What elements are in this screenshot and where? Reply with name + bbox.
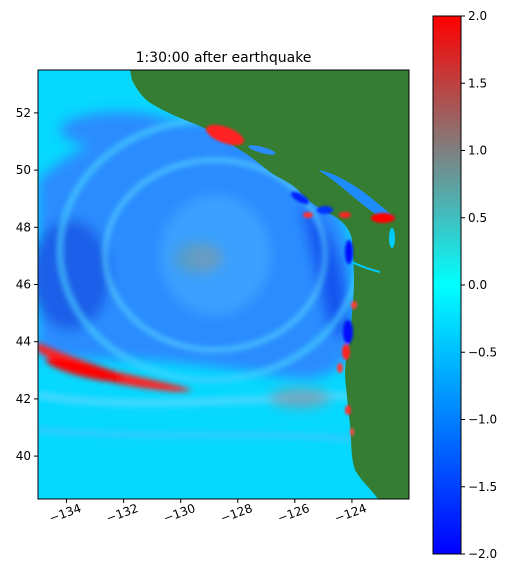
y-tick-label: 52: [16, 106, 31, 120]
y-tick-label: 48: [16, 220, 31, 234]
y-axis: 40 42 44 46 48 50 52: [16, 106, 38, 463]
y-tick-label: 44: [16, 335, 31, 349]
coastal-trough-1: [291, 191, 309, 205]
y-tick-label: 40: [16, 449, 31, 463]
wave-reflection-north: [60, 112, 180, 148]
x-tick-label: −134: [47, 501, 83, 525]
coastal-crest-3: [342, 344, 350, 360]
wave-crest-southwest-core: [46, 358, 124, 382]
wave-ring-2: [103, 158, 327, 352]
colorbar-tick-label: 1.5: [468, 76, 487, 90]
columbia-water: [351, 261, 381, 273]
wave-band-south-2: [38, 427, 361, 443]
y-tick-label: 42: [16, 392, 31, 406]
coastal-crest-4: [337, 363, 343, 373]
y-tick-label: 50: [16, 163, 31, 177]
x-tick-label: −126: [276, 501, 312, 525]
coastal-crest-haida: [206, 124, 244, 146]
colorbar-tick-label: −2.0: [468, 547, 497, 561]
colorbar: [432, 15, 462, 555]
x-tick-label: −130: [161, 501, 197, 525]
colorbar-tick-label: 0.0: [468, 278, 487, 292]
coastal-crest-strait: [371, 213, 395, 223]
puget-water: [389, 228, 395, 248]
colorbar-axis: −2.0 −1.5 −1.0 −0.5 0.0 0.5 1.0 1.5 2.0: [461, 9, 497, 561]
x-tick-label: −132: [104, 501, 140, 525]
coastal-trough-4: [317, 206, 333, 214]
colorbar-tick-label: 0.5: [468, 211, 487, 225]
x-axis: −134 −132 −130 −128 −126 −124: [47, 499, 368, 525]
gray-patch-south: [270, 388, 330, 408]
chart-title: 1:30:00 after earthquake: [136, 50, 312, 66]
colorbar-tick-label: 1.0: [468, 144, 487, 158]
coastal-crest-5: [345, 405, 351, 415]
x-tick-label: −128: [219, 501, 255, 525]
colorbar-tick-label: 2.0: [468, 9, 487, 23]
strait-water: [318, 170, 395, 220]
coastal-crest-6: [350, 428, 354, 436]
colorbar-tick-label: −1.5: [468, 480, 497, 494]
coastal-trough-3: [345, 240, 353, 264]
x-tick-label: −124: [333, 501, 369, 525]
coastal-crest-7: [351, 301, 357, 309]
y-tick-label: 46: [16, 278, 31, 292]
wave-trough-west: [38, 220, 110, 330]
coastal-crest-2: [303, 212, 313, 218]
colorbar-tick-label: −1.0: [468, 413, 497, 427]
coastal-crest-1: [339, 212, 351, 218]
gray-patch-center: [187, 246, 223, 270]
coastal-trough-2: [343, 320, 353, 344]
wave-height-map: [38, 70, 409, 499]
colorbar-tick-label: −0.5: [468, 345, 497, 359]
inlet-water: [248, 145, 276, 155]
